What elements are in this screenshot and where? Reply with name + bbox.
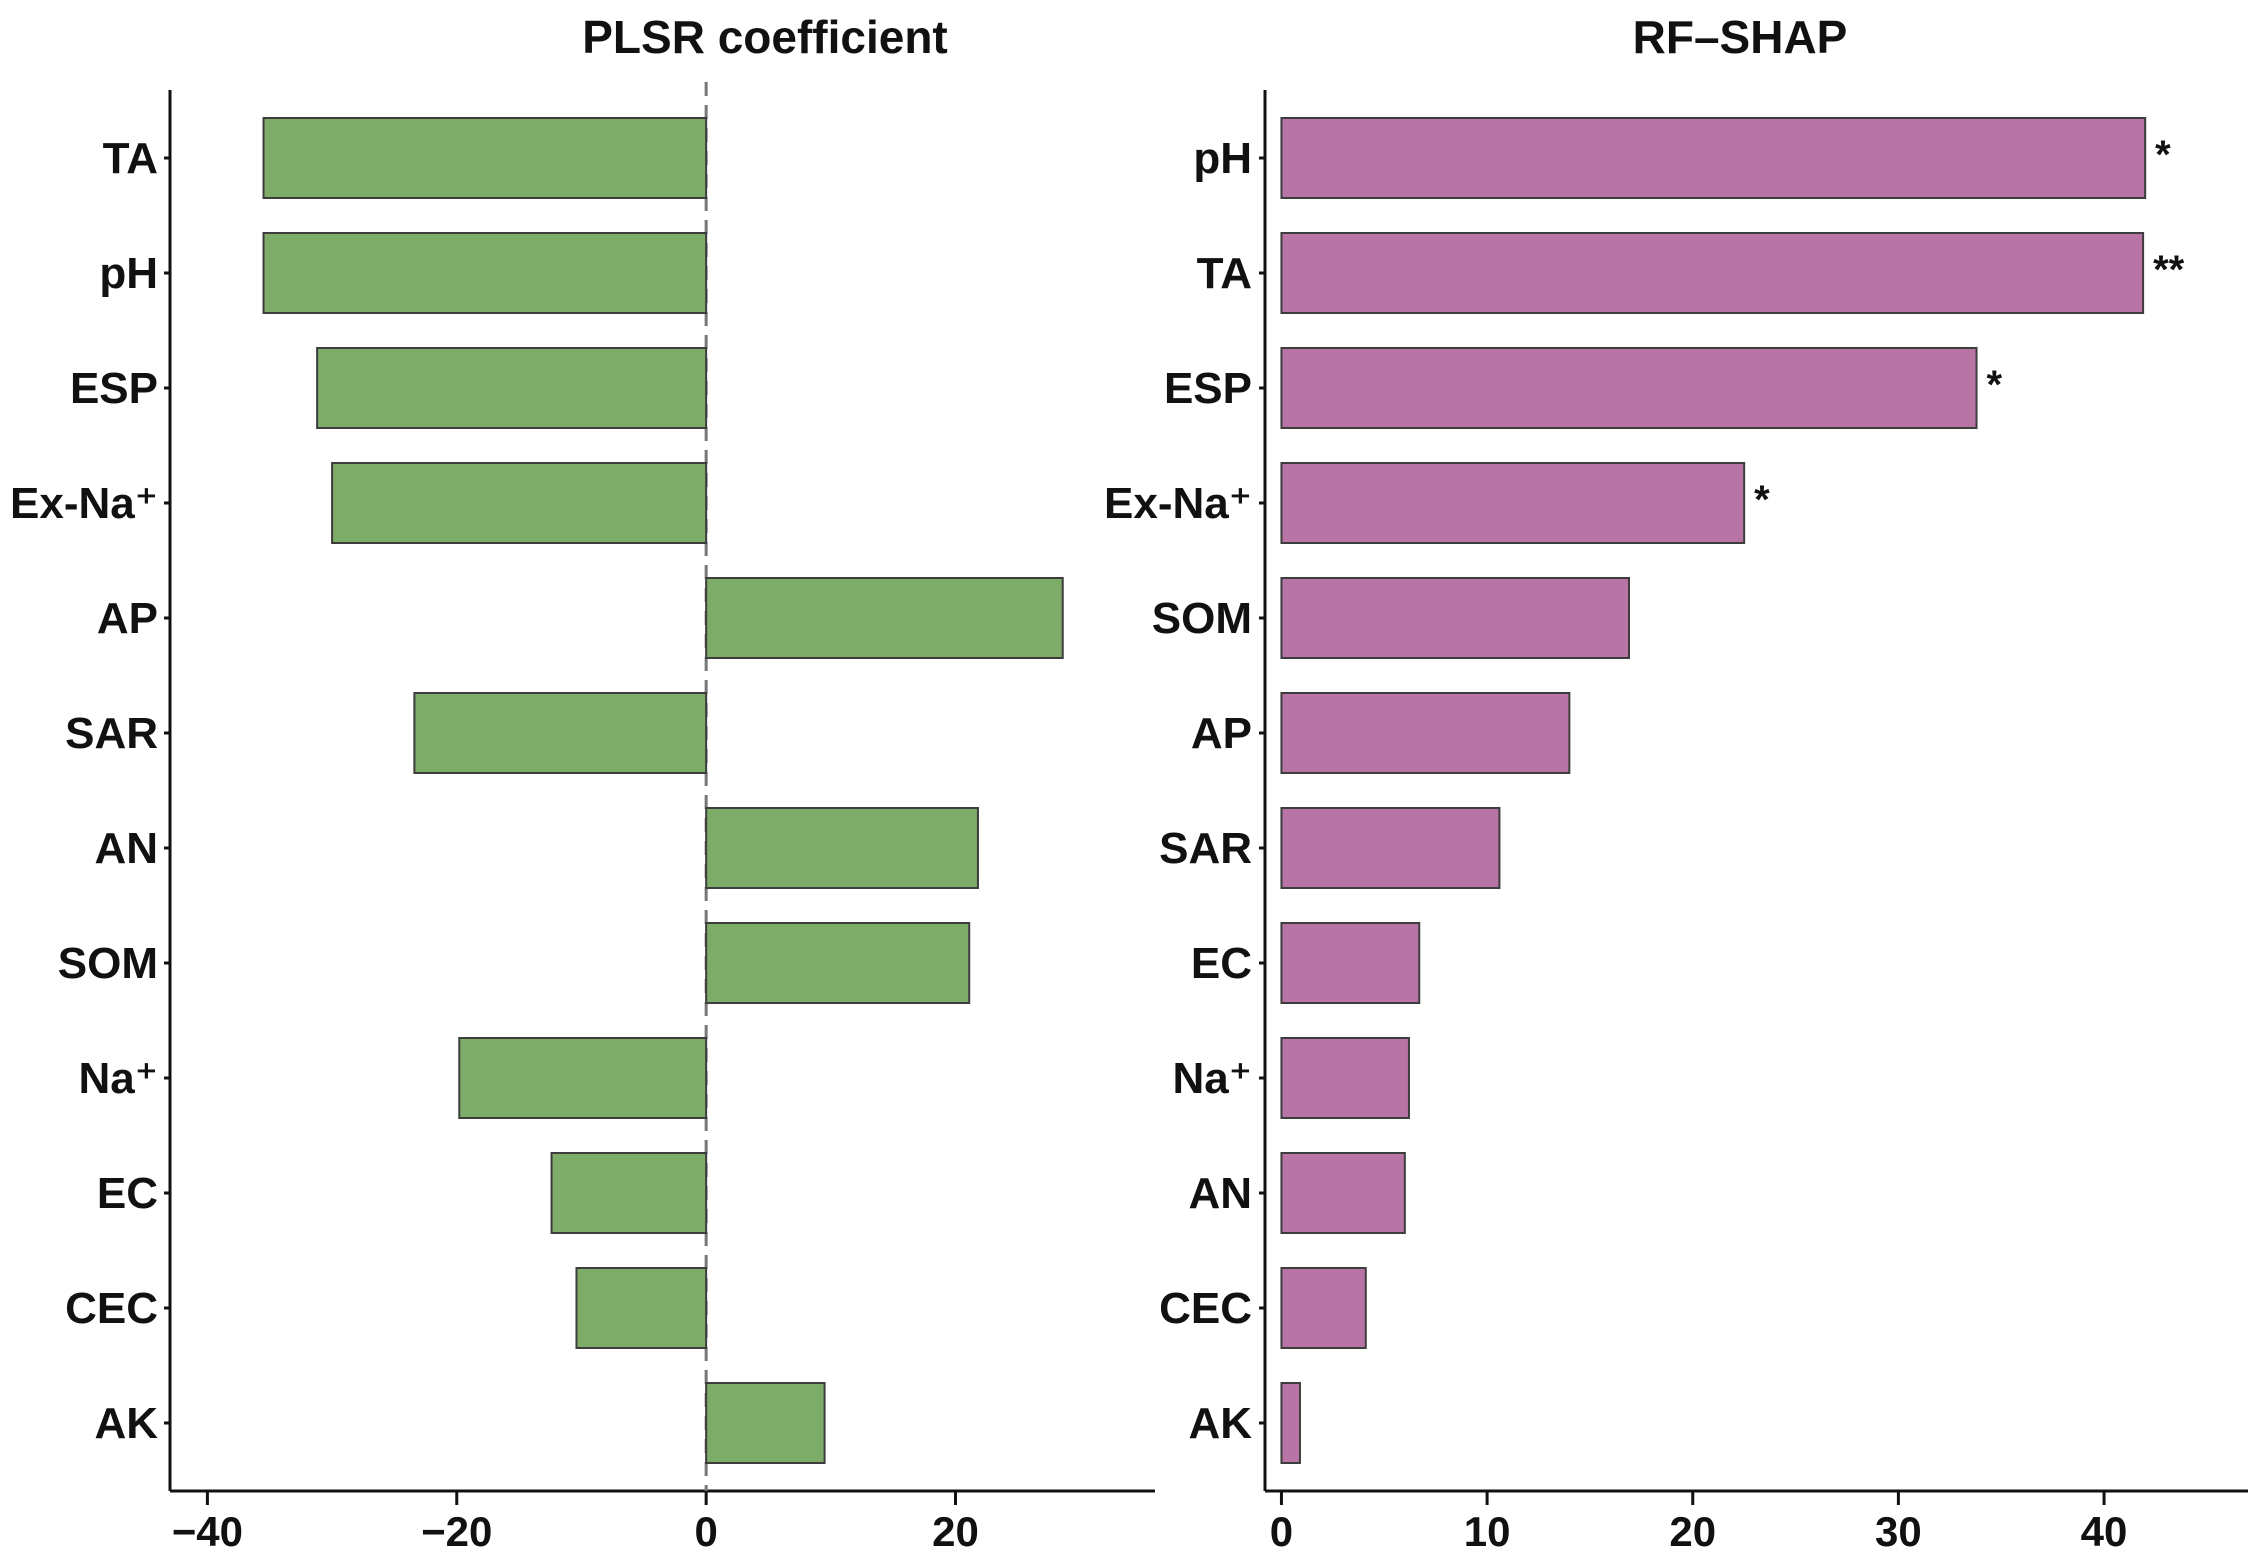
shap-category-label: EC: [1191, 939, 1252, 988]
shap-category-label: Na⁺: [1173, 1054, 1252, 1103]
shap-bar: [1280, 922, 1421, 1004]
plsr-category-label: pH: [99, 249, 158, 298]
plsr-x-tick-label: 20: [932, 1508, 979, 1555]
shap-bar: [1280, 807, 1501, 889]
plsr-bar: [705, 922, 971, 1004]
plsr-category-label: Na⁺: [79, 1054, 158, 1103]
plsr-category-label: ESP: [70, 364, 158, 413]
plsr-bar: [316, 347, 708, 429]
shap-category-label: Ex-Na⁺: [1104, 479, 1252, 528]
plsr-x-tick-label: −40: [172, 1508, 243, 1555]
shap-x-tick-label: 20: [1669, 1508, 1716, 1555]
plsr-bar: [262, 117, 708, 199]
plsr-category-label: AK: [94, 1399, 158, 1448]
shap-bar: [1280, 232, 2145, 314]
plsr-bar: [413, 692, 708, 774]
shap-bar: [1280, 1267, 1367, 1349]
shap-bar: [1280, 692, 1571, 774]
shap-significance-marker: **: [2153, 248, 2185, 292]
shap-category-label: AK: [1188, 1399, 1252, 1448]
plsr-category-label: AN: [94, 824, 158, 873]
plsr-category-label: EC: [97, 1169, 158, 1218]
shap-significance-marker: *: [1754, 478, 1770, 522]
plsr-bar: [705, 807, 979, 889]
shap-category-label: SOM: [1152, 594, 1252, 643]
shap-bar: [1280, 462, 1746, 544]
shap-bar: [1280, 577, 1630, 659]
shap-category-label: pH: [1193, 134, 1252, 183]
shap-category-label: AP: [1191, 709, 1252, 758]
plsr-bar: [705, 577, 1064, 659]
plsr-bar: [705, 1382, 826, 1464]
plsr-panel-title: PLSR coefficient: [582, 11, 948, 63]
plsr-coefficient-panel: PLSR coefficient TA pH ESP Ex-Na⁺ AP SAR AN SOM…: [10, 11, 1155, 1555]
plsr-category-label: AP: [97, 594, 158, 643]
shap-x-tick-label: 30: [1875, 1508, 1922, 1555]
shap-category-label: AN: [1188, 1169, 1252, 1218]
plsr-bar: [458, 1037, 708, 1119]
shap-bar: [1280, 1037, 1410, 1119]
shap-bar: [1280, 117, 2147, 199]
shap-x-tick-label: 0: [1270, 1508, 1293, 1555]
plsr-category-label: SOM: [58, 939, 158, 988]
plsr-category-label: Ex-Na⁺: [10, 479, 158, 528]
plsr-bar: [575, 1267, 708, 1349]
shap-category-label: SAR: [1159, 824, 1252, 873]
plsr-bar: [262, 232, 708, 314]
plsr-x-tick-label: 0: [694, 1508, 717, 1555]
shap-bar: [1280, 1152, 1406, 1234]
plsr-bar: [331, 462, 708, 544]
shap-x-tick-label: 40: [2081, 1508, 2128, 1555]
plsr-x-tick-label: −20: [421, 1508, 492, 1555]
plsr-bar: [550, 1152, 708, 1234]
shap-bar: [1280, 347, 1978, 429]
shap-x-tick-label: 10: [1464, 1508, 1511, 1555]
shap-significance-marker: *: [1987, 363, 2003, 407]
shap-significance-marker: *: [2155, 133, 2171, 177]
shap-category-label: ESP: [1164, 364, 1252, 413]
rf-shap-panel-title: RF–SHAP: [1633, 11, 1848, 63]
plsr-category-label: TA: [103, 134, 158, 183]
shap-bar: [1280, 1382, 1301, 1464]
rf-shap-panel: RF–SHAP pH * TA ** ESP * Ex-Na⁺ * SOM AP SAR EC Na⁺ A…: [1104, 11, 2248, 1555]
shap-category-label: CEC: [1159, 1284, 1252, 1333]
plsr-category-label: SAR: [65, 709, 158, 758]
shap-category-label: TA: [1197, 249, 1252, 298]
plsr-category-label: CEC: [65, 1284, 158, 1333]
